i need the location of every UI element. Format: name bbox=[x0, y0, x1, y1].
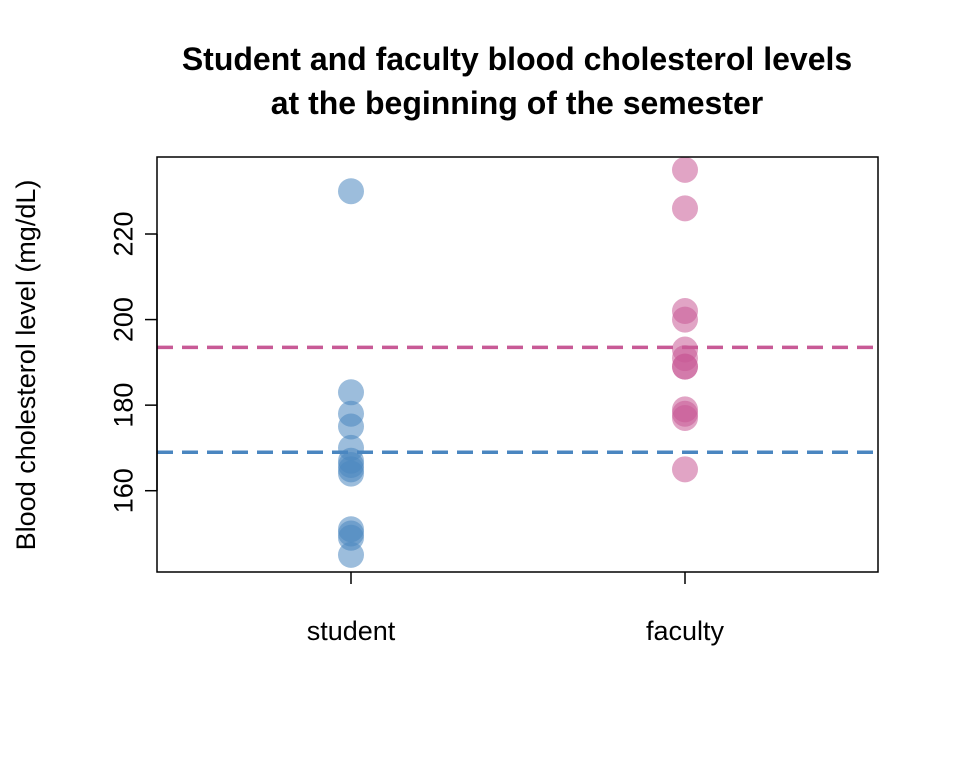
chart-title: Student and faculty blood cholesterol le… bbox=[182, 41, 852, 77]
y-axis: 160 180 200 220 bbox=[109, 211, 158, 513]
x-tick-label-student: student bbox=[307, 616, 396, 646]
point-student-8 bbox=[338, 460, 364, 487]
point-student-0 bbox=[338, 178, 364, 205]
point-faculty-10 bbox=[672, 404, 698, 431]
plot-frame bbox=[156, 156, 879, 573]
y-tick-label-0: 160 bbox=[109, 468, 139, 513]
point-faculty-3 bbox=[672, 306, 698, 333]
point-student-12 bbox=[338, 541, 364, 568]
mean-lines-layer bbox=[157, 345, 878, 454]
x-axis: student faculty bbox=[307, 572, 725, 646]
points-layer bbox=[338, 156, 698, 568]
chart-subtitle: at the beginning of the semester bbox=[271, 85, 764, 121]
y-axis-label: Blood cholesterol level (mg/dL) bbox=[11, 180, 41, 551]
point-faculty-7 bbox=[672, 353, 698, 380]
point-faculty-1 bbox=[672, 195, 698, 222]
point-student-1 bbox=[338, 379, 364, 406]
point-faculty-11 bbox=[672, 456, 698, 483]
point-student-3 bbox=[338, 413, 364, 440]
y-tick-label-1: 180 bbox=[109, 383, 139, 428]
y-tick-label-2: 200 bbox=[109, 297, 139, 342]
x-tick-label-faculty: faculty bbox=[646, 616, 725, 646]
y-tick-label-3: 220 bbox=[109, 211, 139, 256]
point-faculty-0 bbox=[672, 156, 698, 183]
